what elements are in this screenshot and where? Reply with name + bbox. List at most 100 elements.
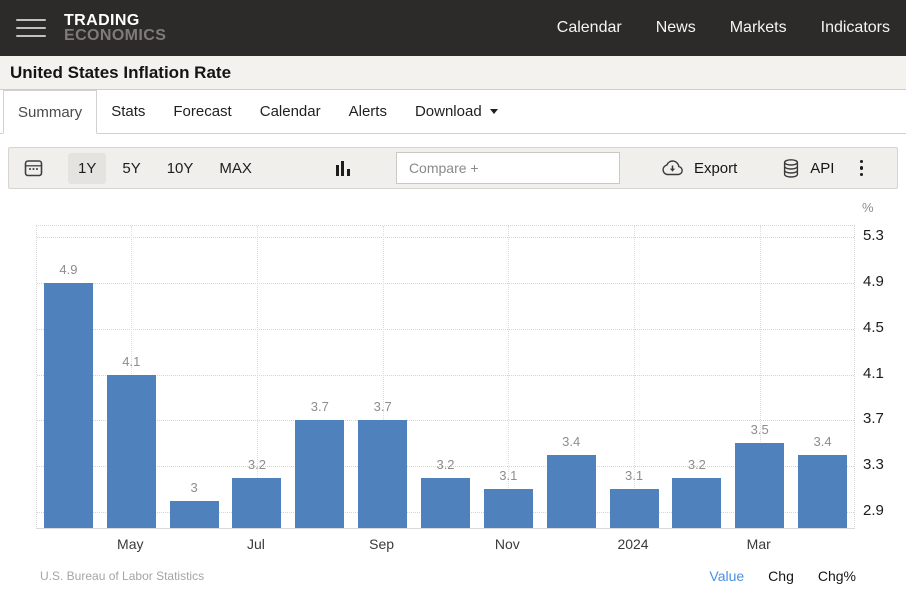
bar-value-label: 3 xyxy=(190,479,198,495)
nav-item-markets[interactable]: Markets xyxy=(729,19,787,36)
chart-bar[interactable] xyxy=(609,489,659,528)
y-tick-label: 4.5 xyxy=(863,318,884,336)
bar-value-label: 3.4 xyxy=(562,433,581,449)
gridline xyxy=(256,226,258,528)
bar-value-label: 3.7 xyxy=(310,399,329,415)
y-tick-label: 3.7 xyxy=(863,410,884,428)
y-tick-label: 5.3 xyxy=(863,227,884,245)
range-1y-button[interactable]: 1Y xyxy=(68,152,107,184)
tab-forecast[interactable]: Forecast xyxy=(159,90,245,133)
compare-input[interactable] xyxy=(395,152,620,184)
gridline xyxy=(37,374,854,376)
chart-bar[interactable] xyxy=(295,420,345,528)
x-tick-label: Sep xyxy=(369,536,395,552)
chart-bar[interactable] xyxy=(483,489,533,528)
chart-bar[interactable] xyxy=(421,477,470,528)
cloud-download-icon xyxy=(662,160,683,176)
source-attribution: U.S. Bureau of Labor Statistics xyxy=(40,569,205,583)
hamburger-icon[interactable] xyxy=(16,19,46,37)
calendar-icon xyxy=(24,160,43,177)
bar-value-label: 4.9 xyxy=(59,262,78,278)
y-tick-label: 4.9 xyxy=(863,273,884,291)
mode-chgpct-button[interactable]: Chg% xyxy=(817,568,856,584)
nav-item-indicators[interactable]: Indicators xyxy=(820,19,890,36)
nav-item-news[interactable]: News xyxy=(655,19,696,36)
mode-value-button[interactable]: Value xyxy=(709,568,745,584)
chart-bar[interactable] xyxy=(735,443,785,528)
tab-download[interactable]: Download xyxy=(401,90,512,133)
mode-chg-button[interactable]: Chg xyxy=(768,568,794,584)
api-label: API xyxy=(810,159,835,177)
chart-bar[interactable] xyxy=(43,283,93,528)
bar-chart-type-icon[interactable] xyxy=(335,160,350,176)
x-tick-label: May xyxy=(117,536,144,552)
page-title: United States Inflation Rate xyxy=(10,62,232,82)
site-logo[interactable]: TRADING ECONOMICS xyxy=(64,12,167,44)
x-tick-label: 2024 xyxy=(617,536,649,552)
tabs-bar: Summary Stats Forecast Calendar Alerts D… xyxy=(0,90,906,134)
bar-value-label: 4.1 xyxy=(122,353,141,369)
chart-bar[interactable] xyxy=(798,454,848,528)
x-tick-label: Jul xyxy=(247,536,265,552)
logo-line-2: ECONOMICS xyxy=(64,27,167,44)
gridline xyxy=(759,226,761,528)
gridline xyxy=(37,237,854,239)
y-tick-label: 2.9 xyxy=(863,501,884,519)
plot-area: 4.9 4.1 3 3.2 3.7 3.7 3.2 3.1 3.4 3.1 3.2 3.5 3.4 xyxy=(36,225,855,529)
bar-value-label: 3.5 xyxy=(750,422,769,438)
chart-bar[interactable] xyxy=(232,477,282,528)
x-axis-labels: May Jul Sep Nov 2024 Mar xyxy=(36,536,855,556)
tab-summary-label: Summary xyxy=(18,103,83,121)
gridline xyxy=(37,328,854,330)
top-header: TRADING ECONOMICS Calendar News Markets … xyxy=(0,0,906,56)
bar-value-label: 3.2 xyxy=(247,456,266,472)
export-label: Export xyxy=(693,159,738,177)
logo-line-1: TRADING xyxy=(64,12,140,29)
gridline xyxy=(382,226,384,528)
tabs-gap xyxy=(0,134,906,147)
gridline xyxy=(634,226,636,528)
chart-bar[interactable] xyxy=(358,420,408,528)
bar-value-label: 3.2 xyxy=(436,456,455,472)
bar-value-label: 3.7 xyxy=(373,399,392,415)
tab-calendar-label: Calendar xyxy=(259,103,321,120)
y-axis-labels: 5.3 4.9 4.5 4.1 3.7 3.3 2.9 xyxy=(863,225,903,529)
chart-toolbar: 1Y 5Y 10Y MAX Export API xyxy=(8,147,898,189)
range-10y-button[interactable]: 10Y xyxy=(157,153,204,184)
gridline xyxy=(37,283,854,285)
kebab-menu-icon[interactable] xyxy=(859,159,863,177)
y-tick-label: 3.3 xyxy=(863,456,884,474)
tab-summary[interactable]: Summary xyxy=(3,90,98,134)
chart-bar[interactable] xyxy=(546,454,596,528)
tab-stats-label: Stats xyxy=(111,103,146,120)
caret-down-icon xyxy=(489,109,498,114)
tab-forecast-label: Forecast xyxy=(173,103,232,120)
range-5y-button[interactable]: 5Y xyxy=(112,153,150,184)
title-bar: United States Inflation Rate xyxy=(0,56,906,90)
chart-bar[interactable] xyxy=(169,500,219,528)
tab-calendar[interactable]: Calendar xyxy=(246,90,335,133)
gridline xyxy=(37,466,854,468)
date-range-calendar-button[interactable] xyxy=(23,158,44,178)
gridline xyxy=(508,226,510,528)
api-button[interactable]: API xyxy=(781,158,834,179)
y-tick-label: 4.1 xyxy=(863,364,884,382)
tab-stats[interactable]: Stats xyxy=(97,90,159,133)
display-mode-switcher: Value Chg Chg% xyxy=(709,568,856,584)
bar-value-label: 3.4 xyxy=(813,433,832,449)
tab-alerts[interactable]: Alerts xyxy=(335,90,401,133)
top-nav: Calendar News Markets Indicators xyxy=(557,19,890,37)
chart-bar[interactable] xyxy=(106,374,156,528)
tab-download-label: Download xyxy=(414,103,482,120)
chart-bar[interactable] xyxy=(672,477,722,528)
nav-item-calendar[interactable]: Calendar xyxy=(556,19,622,36)
bar-value-label: 3.1 xyxy=(624,468,644,484)
bar-value-label: 3.2 xyxy=(687,456,706,472)
tab-alerts-label: Alerts xyxy=(348,103,387,120)
export-button[interactable]: Export xyxy=(660,159,737,177)
range-max-button[interactable]: MAX xyxy=(209,153,262,184)
gridline xyxy=(37,420,854,422)
unit-label: % xyxy=(862,200,874,215)
bar-value-label: 3.1 xyxy=(499,468,518,484)
x-tick-label: Nov xyxy=(494,536,520,552)
